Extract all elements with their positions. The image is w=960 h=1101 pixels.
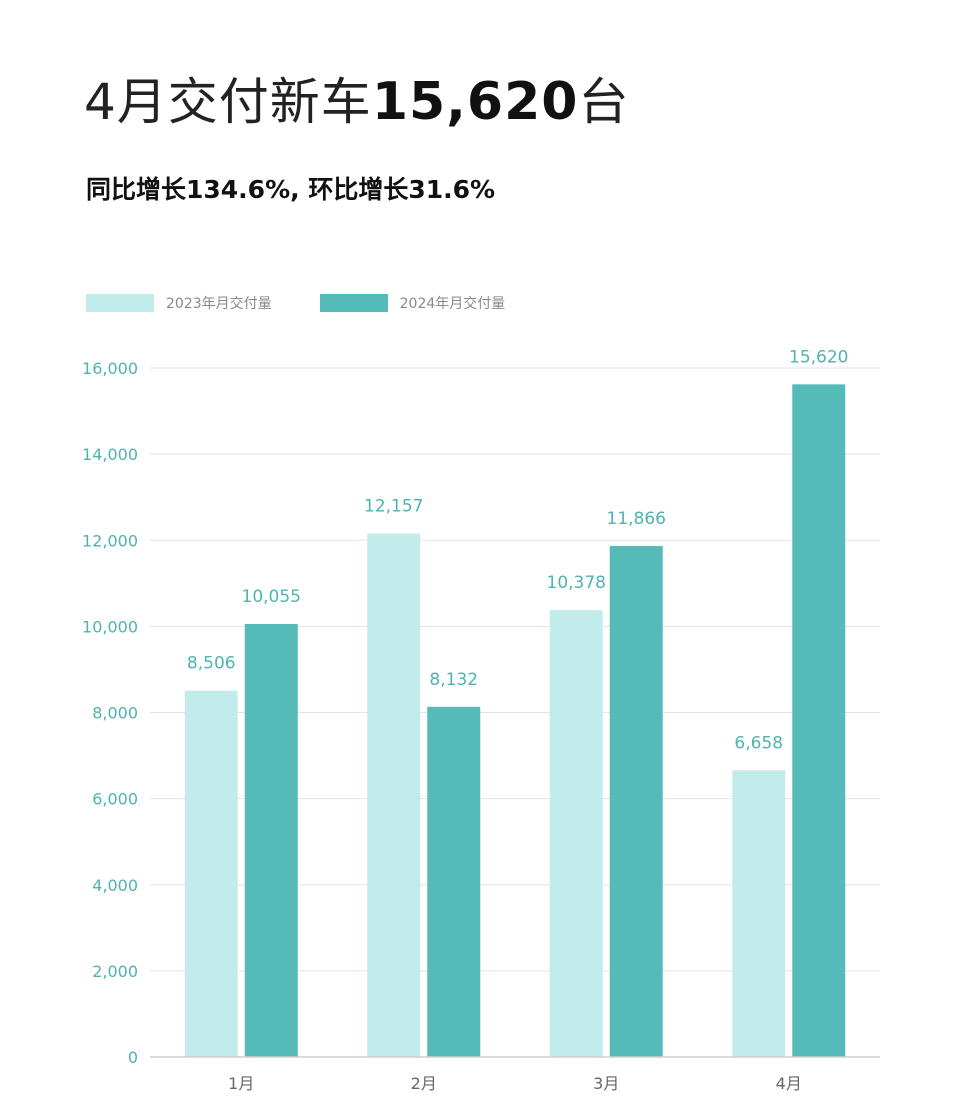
legend-label-2024: 2024年月交付量 (399, 296, 506, 312)
y-tick-label: 2,000 (92, 962, 138, 981)
title-number: 15,620 (371, 72, 579, 132)
y-tick-label: 4,000 (92, 876, 138, 895)
y-tick-label: 10,000 (82, 617, 138, 636)
data-label: 10,378 (547, 573, 606, 593)
bar (549, 610, 603, 1057)
chart-legend: 2023年月交付量 2024年月交付量 (86, 293, 553, 313)
data-label: 12,157 (364, 496, 423, 516)
legend-swatch-2024 (319, 294, 388, 312)
data-label: 10,055 (242, 587, 301, 607)
data-label: 11,866 (607, 509, 666, 529)
legend-item-2024: 2024年月交付量 (319, 293, 506, 313)
bar (732, 770, 786, 1057)
legend-item-2023: 2023年月交付量 (86, 293, 272, 313)
bar (609, 546, 663, 1057)
x-tick-label: 4月 (776, 1074, 802, 1093)
title-suffix: 台 (578, 73, 630, 131)
bar (367, 533, 421, 1057)
legend-label-2023: 2023年月交付量 (166, 296, 272, 312)
x-tick-label: 2月 (411, 1074, 437, 1093)
bar (184, 690, 238, 1057)
y-tick-label: 16,000 (82, 359, 138, 378)
page-title: 4月交付新车15,620台 (84, 62, 629, 134)
data-label: 6,658 (734, 733, 783, 753)
title-prefix: 4月交付新车 (84, 73, 372, 131)
y-tick-label: 8,000 (92, 704, 138, 723)
data-label: 8,506 (187, 654, 236, 674)
legend-swatch-2023 (86, 294, 154, 312)
x-tick-label: 1月 (228, 1074, 254, 1093)
bar (792, 384, 846, 1057)
y-tick-label: 12,000 (82, 531, 138, 550)
bar (427, 706, 481, 1057)
x-tick-label: 3月 (593, 1074, 619, 1093)
y-tick-label: 0 (128, 1048, 138, 1067)
page-subtitle: 同比增长134.6%, 环比增长31.6% (86, 175, 496, 204)
data-label: 15,620 (789, 347, 848, 367)
data-label: 8,132 (429, 670, 478, 690)
bar (244, 624, 298, 1057)
y-tick-label: 6,000 (92, 790, 138, 809)
y-tick-label: 14,000 (82, 445, 138, 464)
